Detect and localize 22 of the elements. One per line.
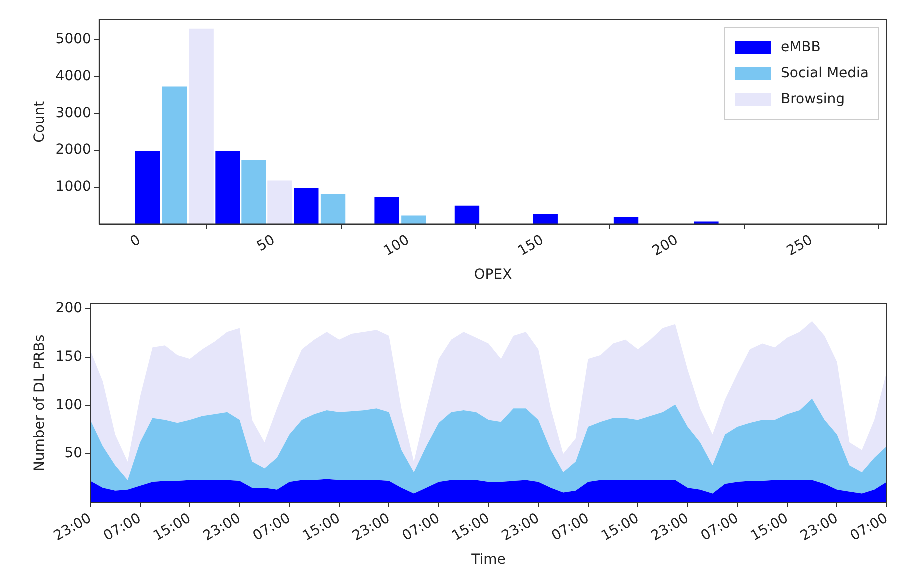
y-tick-label: 3000 bbox=[56, 105, 92, 122]
y-tick-label: 4000 bbox=[56, 68, 92, 84]
x-axis-title: Time bbox=[470, 552, 506, 568]
legend-label: eMBB bbox=[780, 40, 821, 56]
y-axis-title: Number of DL PRBs bbox=[32, 334, 48, 472]
y-tick-label: 50 bbox=[64, 446, 83, 462]
x-tick-label: 200 bbox=[650, 232, 682, 260]
x-tick-label: 100 bbox=[381, 232, 412, 260]
legend-label: Social Media bbox=[780, 66, 870, 82]
x-tick-label: 250 bbox=[784, 232, 816, 260]
y-tick-label: 2000 bbox=[56, 142, 92, 158]
legend-label: Browsing bbox=[780, 92, 846, 108]
x-tick-label: 150 bbox=[516, 232, 547, 260]
y-axis-title: Count bbox=[32, 100, 48, 143]
y-tick-label: 5000 bbox=[56, 32, 92, 48]
y-tick-label: 100 bbox=[56, 397, 83, 414]
y-tick-label: 200 bbox=[56, 300, 83, 316]
y-tick-label: 150 bbox=[56, 348, 83, 365]
x-tick-label: 0 bbox=[128, 232, 144, 251]
x-axis-title: OPEX bbox=[474, 267, 513, 284]
y-tick-label: 1000 bbox=[56, 179, 92, 196]
x-tick-label: 50 bbox=[254, 232, 278, 256]
